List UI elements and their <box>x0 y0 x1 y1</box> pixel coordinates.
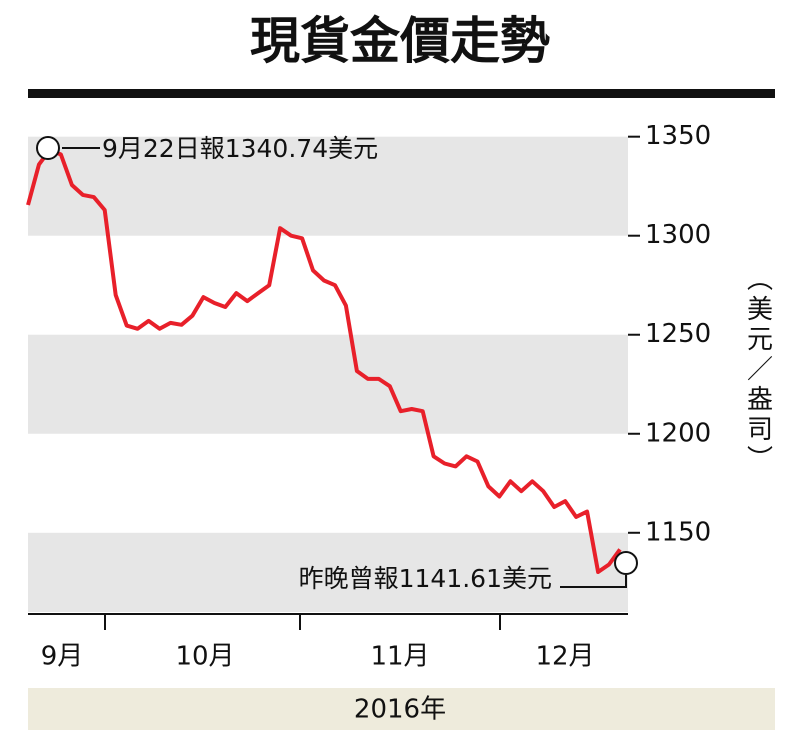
chart-title: 現貨金價走勢 <box>250 11 550 70</box>
marker <box>36 136 60 160</box>
marker <box>614 551 638 575</box>
y-tick-label: 1250 <box>645 319 711 349</box>
plot <box>26 147 622 574</box>
leader <box>560 575 627 588</box>
title-rule <box>28 89 775 98</box>
y-tick-label: 1350 <box>645 121 711 151</box>
x-tick-label: 10月 <box>175 642 234 672</box>
bands <box>28 136 628 612</box>
y-tick-label: 1200 <box>645 418 711 448</box>
annotation: 9月22日報1340.74美元 <box>102 134 378 163</box>
year-band <box>28 688 775 730</box>
x-axis-label: 2016年 <box>354 695 446 725</box>
x-tick-label: 12月 <box>535 642 594 672</box>
x-tick-label: 9月 <box>41 642 84 672</box>
band <box>28 334 628 434</box>
y-tick-label: 1300 <box>645 220 711 250</box>
band <box>28 136 628 236</box>
band <box>28 532 628 612</box>
price-line <box>26 147 622 574</box>
y-axis-label: （美元／盎司） <box>743 265 773 475</box>
x-tick-label: 11月 <box>370 642 429 672</box>
y-tick-label: 1150 <box>645 517 711 547</box>
annotation: 昨晚曾報1141.61美元 <box>299 564 552 593</box>
